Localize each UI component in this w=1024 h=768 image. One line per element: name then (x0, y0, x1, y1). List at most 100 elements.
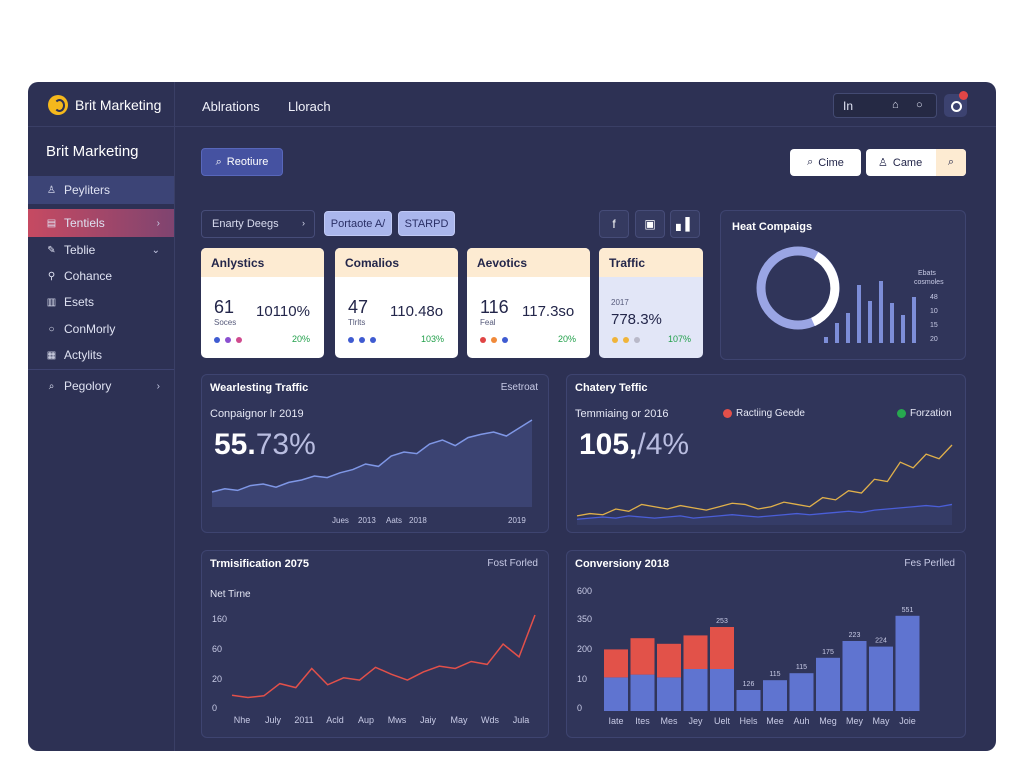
notification-icon[interactable] (944, 91, 968, 117)
stat-card-aevotics[interactable]: Aevotics 116 Feal 117.3so 20% (467, 248, 590, 358)
user-icon: ♙ (878, 157, 888, 169)
sidebar-item-tentiels[interactable]: ▤ Tentiels › (28, 209, 174, 237)
sidebar-item-label: Pegolory (64, 379, 112, 393)
bars-icon: ▦ (46, 349, 57, 361)
chip-starpd[interactable]: STARPD (398, 211, 455, 236)
x-tick: May (872, 716, 890, 726)
sidebar-item-cohance[interactable]: ⚲ Cohance (28, 262, 174, 290)
data-label: 253 (716, 618, 728, 625)
x-tick: Uelt (714, 716, 731, 726)
heat-bar (824, 337, 828, 343)
stat-card-comalios[interactable]: Comalios 47 Tlrlts 110.48o 103% (335, 248, 458, 358)
heat-bar (890, 303, 894, 343)
area-fill (577, 504, 952, 525)
data-label: 175 (822, 649, 834, 656)
legend-item: Ractiing Geede (723, 408, 805, 419)
sidebar-item-label: Peyliters (64, 183, 111, 197)
chart-icon: ▥ (46, 296, 57, 308)
select-value: Enarty Deegs (212, 218, 279, 230)
card-percent: 107% (667, 334, 691, 344)
sidebar-item-pegolory[interactable]: ⌕ Pegolory › (28, 372, 174, 400)
bar-chart-icon[interactable]: ▖▌ (670, 210, 700, 238)
panel-title: Wearlesting Traffic (210, 382, 309, 394)
heat-y-tick: 48 (930, 294, 938, 301)
chevron-right-icon: › (156, 380, 160, 392)
search-icon: ⌕ (48, 380, 55, 392)
sidebar-item-peyliters[interactable]: ♙ Peyliters (28, 176, 174, 204)
filter-select[interactable]: Enarty Deegs › (201, 210, 315, 238)
series-line (231, 614, 536, 699)
x-tick: Aup (358, 715, 374, 725)
y-tick: 600 (577, 586, 592, 596)
area-fill (212, 420, 532, 507)
came-button[interactable]: ♙ Came ⌕ (866, 149, 966, 176)
brand[interactable]: Brit Marketing (48, 95, 161, 115)
panel-subtitle: Conpaignor lr 2019 (210, 408, 304, 420)
brand-name: Brit Marketing (75, 97, 162, 113)
panel-action[interactable]: Fost Forled (487, 558, 538, 569)
x-tick: Iate (608, 716, 623, 726)
x-tick: Mes (660, 716, 678, 726)
bar (710, 669, 734, 711)
home-icon[interactable]: ⌂ (892, 99, 899, 111)
sidebar: Brit Marketing ♙ Peyliters ▤ Tentiels › … (28, 128, 174, 751)
chip-portaote[interactable]: Portaote A/ (324, 211, 392, 236)
top-bar: Brit Marketing Ablrations Llorach In ⌂ ○ (28, 82, 996, 127)
x-tick: May (450, 715, 468, 725)
app-window: Brit Marketing Ablrations Llorach In ⌂ ○… (28, 82, 996, 751)
card-value: 117.3so (522, 303, 575, 320)
series-line (211, 419, 533, 493)
button-label: Cime (818, 156, 844, 169)
sidebar-item-esets[interactable]: ▥ Esets (28, 288, 174, 316)
heat-campaigns-panel: Heat Compaigs Ebats cosmoles 48 10 15 20 (720, 210, 966, 360)
x-tick: Auh (793, 716, 809, 726)
data-label: 115 (769, 671, 780, 678)
heat-y-tick: 10 (930, 308, 938, 315)
sidebar-item-teblie[interactable]: ✎ Teblie ⌄ (28, 236, 174, 264)
data-label: 551 (902, 607, 914, 614)
card-value: 110.48o (390, 303, 444, 320)
image-icon[interactable]: ▣ (635, 210, 665, 238)
button-label: Came (892, 156, 923, 169)
x-tick: July (265, 715, 282, 725)
y-tick: 160 (212, 614, 227, 624)
card-dots (612, 337, 640, 343)
sidebar-item-label: Tentiels (64, 216, 105, 230)
panel-action[interactable]: Esetroat (500, 382, 538, 393)
bar-stack (604, 649, 628, 678)
nav-link-ablrations[interactable]: Ablrations (202, 99, 260, 114)
search-icon: ⌕ (215, 155, 222, 168)
circle-icon[interactable]: ○ (916, 99, 923, 111)
x-tick: Jula (513, 715, 530, 725)
panel-subtitle: Net Tirne (210, 589, 251, 600)
sidebar-item-actylits[interactable]: ▦ Actylits (28, 341, 174, 369)
sidebar-separator (28, 369, 174, 370)
card-sublabel: Feal (480, 318, 496, 327)
legend-item: Forzation (897, 408, 952, 419)
stat-card-anlystics[interactable]: Anlystics 61 Soces 10110% 20% (201, 248, 324, 358)
heat-bars (824, 281, 916, 343)
data-label: 223 (849, 632, 861, 639)
card-sublabel: Tlrlts (348, 318, 366, 327)
heat-bar (901, 315, 905, 343)
nav-link-llorach[interactable]: Llorach (288, 99, 331, 114)
panel-action[interactable]: Fes Perlled (904, 558, 955, 569)
search-input[interactable]: In ⌂ ○ (833, 93, 937, 118)
card-dots (348, 337, 376, 343)
cime-button[interactable]: ⌕ Cime (790, 149, 861, 176)
data-label: 224 (875, 638, 887, 645)
y-tick: 0 (577, 703, 582, 713)
bar-stack (683, 635, 708, 669)
sidebar-title: Brit Marketing (46, 143, 139, 160)
sidebar-item-label: Cohance (64, 269, 113, 283)
stat-card-traffic[interactable]: Traffic 2017 778.3% 107% (599, 248, 703, 358)
card-value: 778.3% (611, 311, 662, 328)
card-title: Anlystics (201, 248, 324, 277)
chevron-right-icon: › (302, 218, 305, 228)
search-icon[interactable]: ⌕ (936, 149, 966, 176)
sidebar-item-conmorly[interactable]: ○ ConMorly (28, 315, 174, 343)
facebook-icon[interactable]: f (599, 210, 629, 238)
heat-y-tick: 15 (930, 322, 938, 329)
legend-swatch (723, 409, 732, 418)
reotiure-button[interactable]: ⌕ Reotiure (201, 148, 283, 176)
